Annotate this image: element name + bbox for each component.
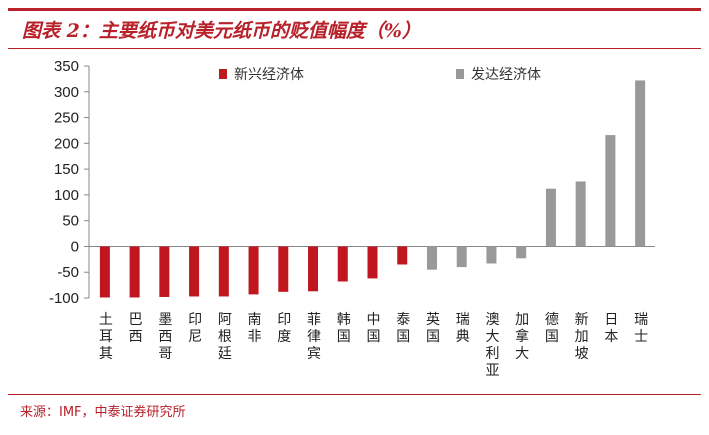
category-label: 南非 — [248, 312, 262, 345]
bar-developed — [545, 188, 556, 247]
bar-developed — [516, 246, 527, 259]
bar-emerging — [367, 246, 378, 279]
bar-emerging — [159, 246, 170, 297]
category-label: 菲律宾 — [307, 312, 321, 362]
bar-emerging — [248, 246, 259, 295]
y-tick-label: 250 — [54, 110, 79, 127]
bar-emerging — [129, 246, 140, 298]
y-tick-label: -100 — [49, 290, 79, 307]
y-tick-label: 150 — [54, 161, 79, 178]
category-label: 瑞士 — [634, 312, 648, 345]
bottom-rule — [8, 394, 701, 395]
legend-swatch — [219, 69, 227, 79]
y-tick-label: 300 — [54, 84, 79, 101]
bar-emerging — [397, 246, 408, 265]
bar-developed — [635, 80, 646, 247]
bar-emerging — [218, 246, 229, 297]
y-tick-label: 0 — [71, 238, 79, 255]
bar-developed — [486, 246, 497, 264]
category-label: 墨西哥 — [158, 312, 172, 362]
category-label: 澳大利亚 — [485, 312, 499, 379]
top-rule — [8, 8, 701, 11]
bar-emerging — [278, 246, 289, 292]
category-label: 巴西 — [129, 312, 143, 345]
category-label: 印尼 — [188, 312, 202, 345]
legend-label: 新兴经济体 — [234, 67, 304, 83]
y-tick-label: 50 — [62, 213, 79, 230]
bar-developed — [605, 135, 616, 247]
category-label: 德国 — [545, 312, 559, 345]
bar-emerging — [99, 246, 110, 298]
category-label: 土耳其 — [99, 312, 113, 362]
bar-emerging — [337, 246, 348, 282]
bar-developed — [456, 246, 467, 268]
bar-chart: 350 300 250 200 150 100 50 0 -50 -100 土耳其 巴西 墨西哥 印尼阿… — [49, 58, 655, 379]
category-label: 阿根廷 — [218, 312, 232, 362]
bar-emerging — [189, 246, 200, 297]
y-tick-label: 200 — [54, 135, 79, 152]
y-tick-label: -50 — [57, 264, 79, 281]
y-axis: 350 300 250 200 150 100 50 0 -50 -100 — [49, 58, 655, 307]
title-rule — [8, 48, 701, 49]
legend: 新兴经济体 发达经济体 — [219, 67, 541, 83]
bars — [99, 80, 646, 298]
source-note: 来源：IMF，中泰证券研究所 — [20, 405, 186, 420]
category-label: 加拿大 — [515, 312, 529, 362]
bar-developed — [575, 181, 586, 247]
chart-title: 图表 2：主要纸币对美元纸币的贬值幅度（%） — [22, 20, 421, 42]
category-label: 印度 — [277, 312, 291, 345]
y-tick-label: 350 — [54, 58, 79, 75]
category-label: 韩国 — [337, 312, 351, 345]
legend-swatch — [456, 69, 464, 79]
category-label: 日本 — [604, 312, 618, 345]
legend-label: 发达经济体 — [471, 67, 541, 83]
category-label: 新加坡 — [575, 312, 589, 362]
bar-emerging — [308, 246, 319, 292]
category-label: 英国 — [426, 311, 440, 345]
category-label: 瑞典 — [456, 312, 470, 345]
y-tick-label: 100 — [54, 187, 79, 204]
category-label: 泰国 — [396, 312, 410, 345]
bar-developed — [426, 246, 437, 270]
category-label: 中国 — [367, 312, 381, 345]
